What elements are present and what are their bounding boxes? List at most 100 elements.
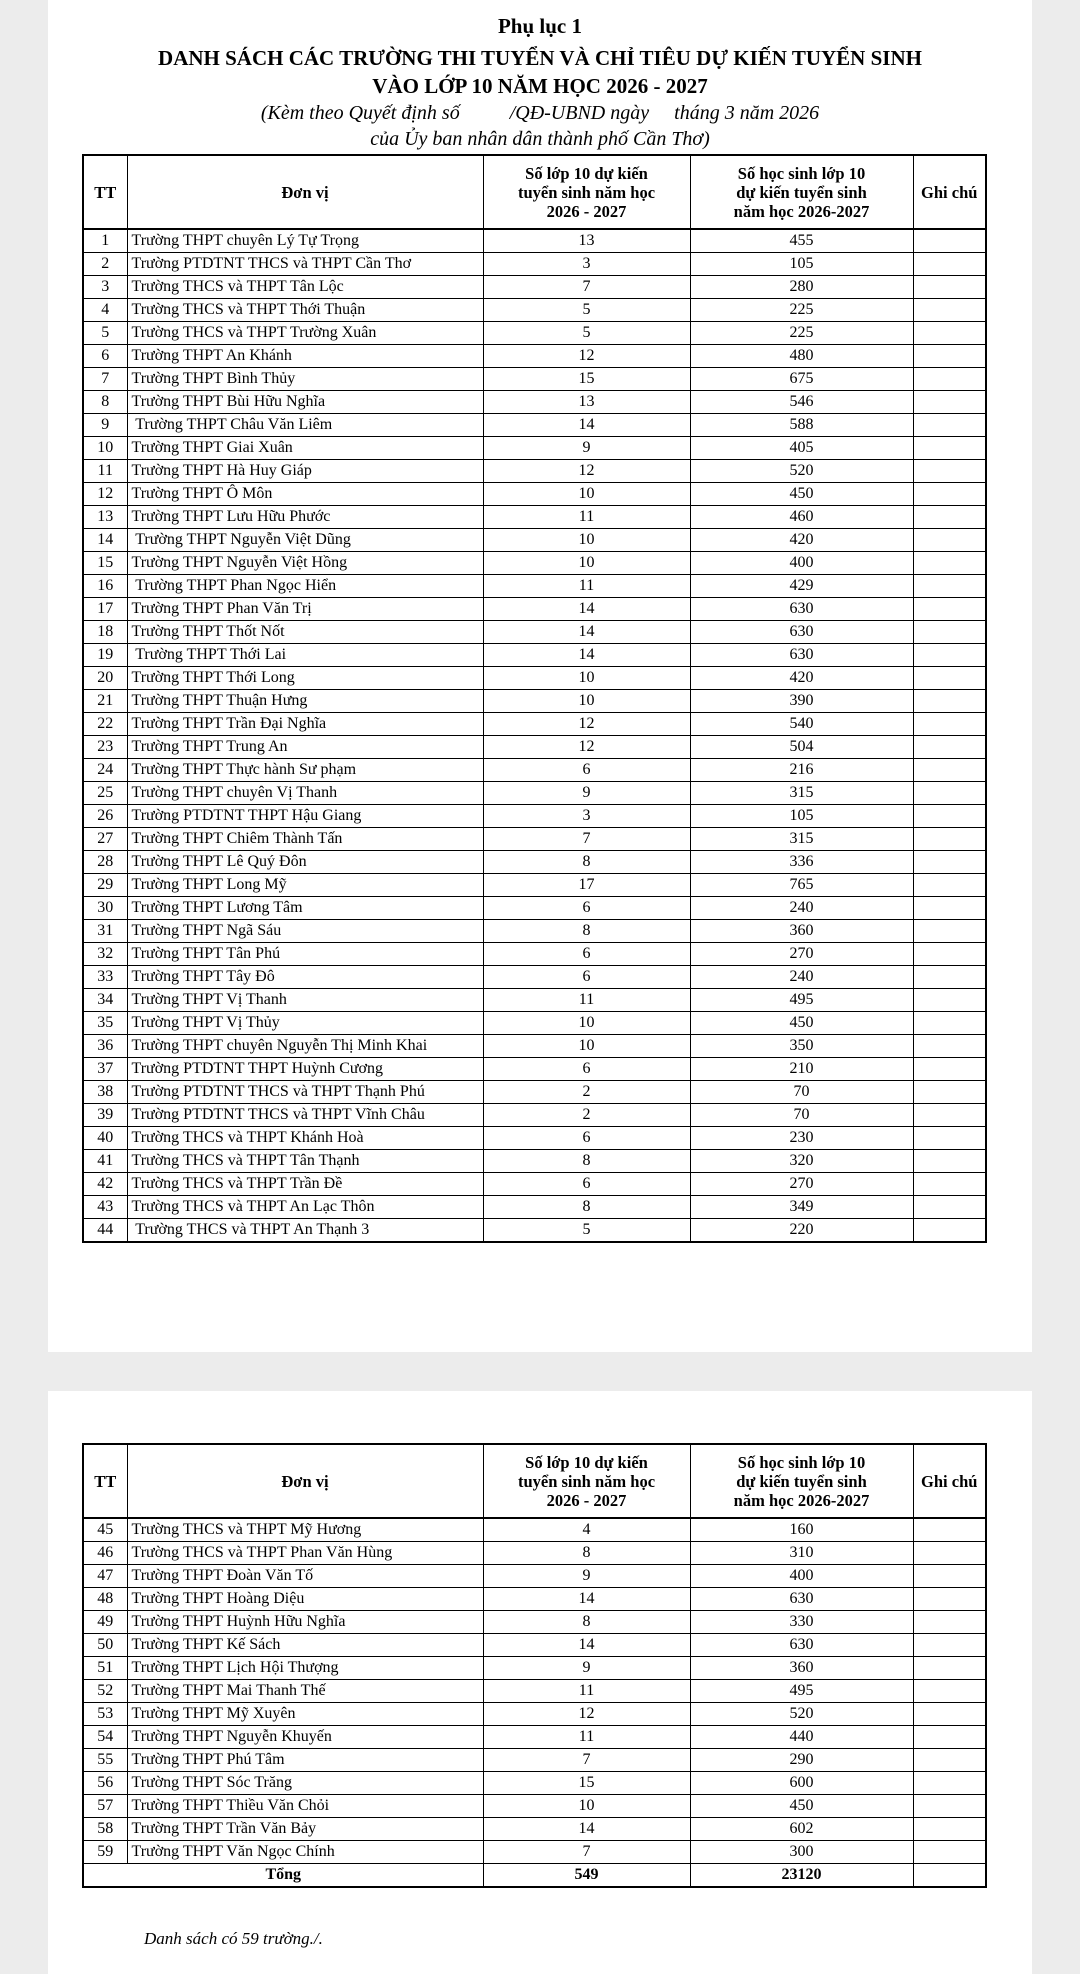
- class-count: 11: [482, 505, 691, 529]
- school-name: Trường THPT Châu Văn Liêm: [126, 413, 484, 437]
- row-number: 59: [82, 1840, 128, 1864]
- total-row: Tổng 549 23120: [82, 1863, 987, 1888]
- school-name: Trường THPT Lưu Hữu Phước: [126, 505, 484, 529]
- class-count: 12: [482, 735, 691, 759]
- row-number: 50: [82, 1633, 128, 1657]
- schools-table-continued: TT Đơn vị Số lớp 10 dự kiến tuyển sinh năm …: [82, 1443, 987, 1888]
- note-cell: [912, 1863, 987, 1888]
- row-number: 12: [82, 482, 128, 506]
- note-cell: [912, 712, 987, 736]
- student-count: 765: [689, 873, 914, 897]
- row-number: 14: [82, 528, 128, 552]
- row-number: 54: [82, 1725, 128, 1749]
- class-count: 13: [482, 390, 691, 414]
- table-row: 57 Trường THPT Thiều Văn Chỏi 10 450: [82, 1794, 987, 1818]
- school-name: Trường PTDTNT THCS và THPT Vĩnh Châu: [126, 1103, 484, 1127]
- student-count: 450: [689, 1794, 914, 1818]
- note-cell: [912, 298, 987, 322]
- student-count: 602: [689, 1817, 914, 1841]
- school-name: Trường THPT Ngã Sáu: [126, 919, 484, 943]
- row-number: 34: [82, 988, 128, 1012]
- note-cell: [912, 758, 987, 782]
- note-cell: [912, 1656, 987, 1680]
- note-cell: [912, 1011, 987, 1035]
- school-name: Trường THCS và THPT Tân Lộc: [126, 275, 484, 299]
- school-name: Trường THPT Thuận Hưng: [126, 689, 484, 713]
- note-cell: [912, 942, 987, 966]
- school-name: Trường THPT Huỳnh Hữu Nghĩa: [126, 1610, 484, 1634]
- row-number: 24: [82, 758, 128, 782]
- table-row: 15 Trường THPT Nguyễn Việt Hồng 10 400: [82, 551, 987, 575]
- row-number: 58: [82, 1817, 128, 1841]
- class-count: 12: [482, 712, 691, 736]
- school-name: Trường THPT Mai Thanh Thế: [126, 1679, 484, 1703]
- row-number: 22: [82, 712, 128, 736]
- student-count: 330: [689, 1610, 914, 1634]
- table-row: 45 Trường THCS và THPT Mỹ Hương 4 160: [82, 1517, 987, 1542]
- note-cell: [912, 1633, 987, 1657]
- student-count: 360: [689, 1656, 914, 1680]
- table-row: 47 Trường THPT Đoàn Văn Tố 9 400: [82, 1564, 987, 1588]
- total-classes: 549: [482, 1863, 691, 1888]
- school-name: Trường THCS và THPT An Lạc Thôn: [126, 1195, 484, 1219]
- student-count: 270: [689, 1172, 914, 1196]
- school-name: Trường THPT Chiêm Thành Tấn: [126, 827, 484, 851]
- table-row: 25 Trường THPT chuyên Vị Thanh 9 315: [82, 781, 987, 805]
- class-count: 8: [482, 850, 691, 874]
- table-row: 4 Trường THCS và THPT Thới Thuận 5 225: [82, 298, 987, 322]
- school-name: Trường THPT Nguyễn Khuyến: [126, 1725, 484, 1749]
- document-title: DANH SÁCH CÁC TRƯỜNG THI TUYỂN VÀ CHỈ TI…: [158, 46, 922, 70]
- school-name: Trường THPT chuyên Vị Thanh: [126, 781, 484, 805]
- column-header-tt: TT: [82, 154, 128, 230]
- table-row: 49 Trường THPT Huỳnh Hữu Nghĩa 8 330: [82, 1610, 987, 1634]
- school-name: Trường THPT Mỹ Xuyên: [126, 1702, 484, 1726]
- student-count: 240: [689, 896, 914, 920]
- student-count: 160: [689, 1517, 914, 1542]
- table-row: 39 Trường PTDTNT THCS và THPT Vĩnh Châu 2 7…: [82, 1103, 987, 1127]
- note-cell: [912, 1218, 987, 1243]
- student-count: 400: [689, 1564, 914, 1588]
- row-number: 39: [82, 1103, 128, 1127]
- document-subtitle: (Kèm theo Quyết định số /QĐ-UBND ngày th…: [260, 102, 820, 124]
- row-number: 27: [82, 827, 128, 851]
- school-name: Trường PTDTNT THPT Huỳnh Cương: [126, 1057, 484, 1081]
- class-count: 10: [482, 666, 691, 690]
- student-count: 675: [689, 367, 914, 391]
- note-cell: [912, 1794, 987, 1818]
- table-row: 41 Trường THCS và THPT Tân Thạnh 8 320: [82, 1149, 987, 1173]
- note-cell: [912, 850, 987, 874]
- table-row: 16 Trường THPT Phan Ngọc Hiển 11 429: [82, 574, 987, 598]
- class-count: 8: [482, 1149, 691, 1173]
- appendix-label: Phụ lục 1: [497, 14, 583, 38]
- table-row: 12 Trường THPT Ô Môn 10 450: [82, 482, 987, 506]
- schools-table: TT Đơn vị Số lớp 10 dự kiến tuyển sinh năm …: [82, 154, 987, 1243]
- document-page-1: Phụ lục 1 DANH SÁCH CÁC TRƯỜNG THI TUYỂN…: [48, 0, 1032, 1352]
- table-row: 23 Trường THPT Trung An 12 504: [82, 735, 987, 759]
- class-count: 6: [482, 1126, 691, 1150]
- note-cell: [912, 1702, 987, 1726]
- student-count: 320: [689, 1149, 914, 1173]
- row-number: 17: [82, 597, 128, 621]
- table-row: 10 Trường THPT Giai Xuân 9 405: [82, 436, 987, 460]
- table-row: 34 Trường THPT Vị Thanh 11 495: [82, 988, 987, 1012]
- row-number: 7: [82, 367, 128, 391]
- table-row: 11 Trường THPT Hà Huy Giáp 12 520: [82, 459, 987, 483]
- class-count: 10: [482, 1794, 691, 1818]
- table-row: 52 Trường THPT Mai Thanh Thế 11 495: [82, 1679, 987, 1703]
- column-header-unit: Đơn vị: [126, 1443, 484, 1519]
- school-name: Trường PTDTNT THCS và THPT Thạnh Phú: [126, 1080, 484, 1104]
- student-count: 450: [689, 482, 914, 506]
- table-row: 13 Trường THPT Lưu Hữu Phước 11 460: [82, 505, 987, 529]
- row-number: 6: [82, 344, 128, 368]
- column-header-note: Ghi chú: [912, 154, 987, 230]
- column-header-students: Số học sinh lớp 10 dự kiến tuyển sinh năm …: [689, 1443, 914, 1519]
- class-count: 3: [482, 252, 691, 276]
- table-row: 6 Trường THPT An Khánh 12 480: [82, 344, 987, 368]
- table-row: 21 Trường THPT Thuận Hưng 10 390: [82, 689, 987, 713]
- school-name: Trường THPT Đoàn Văn Tố: [126, 1564, 484, 1588]
- table-row: 54 Trường THPT Nguyễn Khuyến 11 440: [82, 1725, 987, 1749]
- class-count: 8: [482, 1195, 691, 1219]
- student-count: 240: [689, 965, 914, 989]
- student-count: 420: [689, 666, 914, 690]
- note-cell: [912, 367, 987, 391]
